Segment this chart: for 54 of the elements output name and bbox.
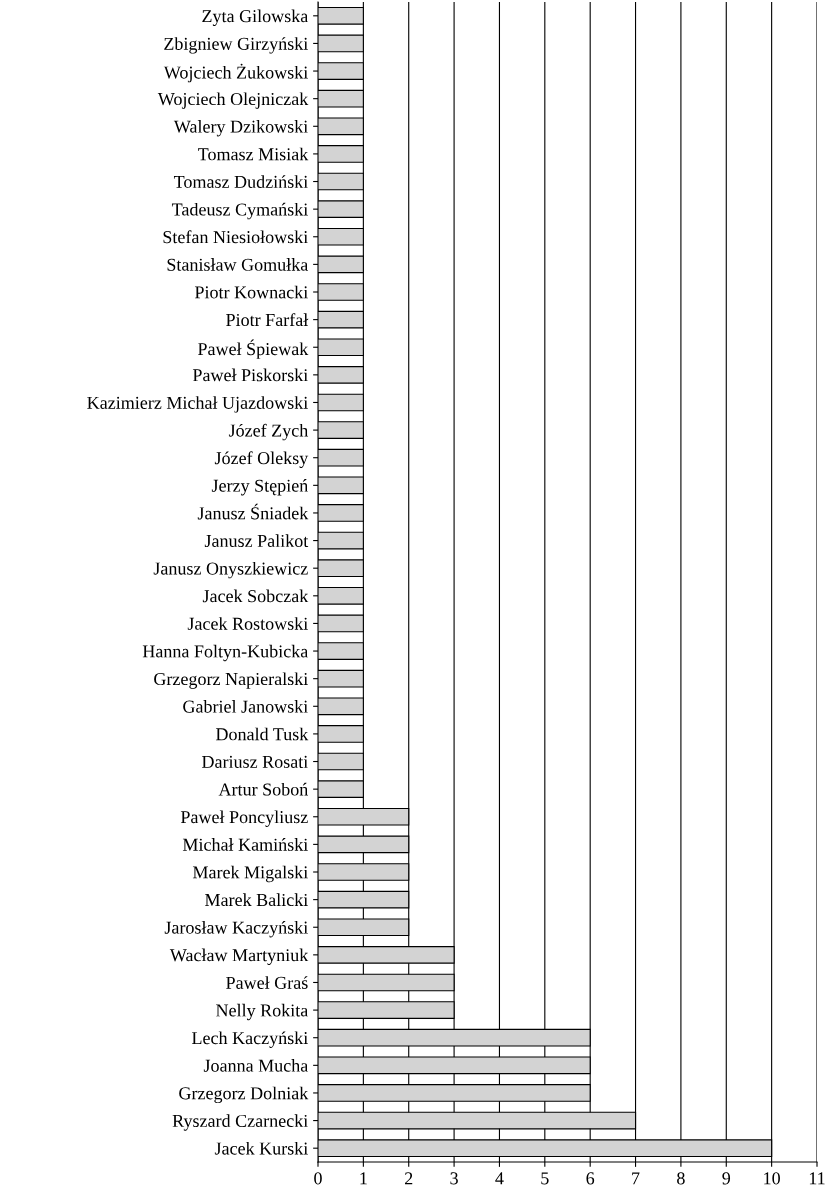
y-tick-label: Janusz Palikot	[204, 534, 309, 548]
y-tick-label: Joanna Mucha	[203, 1059, 309, 1072]
x-tick-label: 2	[405, 1172, 413, 1185]
y-tick-label: Jacek Sobczak	[202, 589, 309, 603]
y-tick-label: Tadeusz Cymański	[171, 202, 308, 220]
y-tick-label: Jerzy Stępień	[211, 479, 308, 496]
y-tick-label: Marek Balicki	[205, 893, 308, 907]
y-tick-label: Tomasz Dudziński	[173, 175, 308, 188]
y-tick-label: Donald Tusk	[215, 727, 309, 741]
y-tick-label: Józef Oleksy	[214, 451, 309, 468]
y-tick-label: Stefan Niesiołowski	[163, 230, 308, 244]
y-tick-label: Michał Kamiński	[182, 838, 308, 851]
y-tick-label: Dariusz Rosati	[201, 755, 308, 768]
y-tick-label: Paweł Graś	[226, 976, 308, 989]
y-tick-label: Paweł Poncyliusz	[180, 810, 308, 827]
y-tick-label: Zyta Gilowska	[202, 9, 309, 26]
y-tick-label: Wojciech Żukowski	[163, 63, 308, 83]
y-tick-label: Józef Zych	[228, 423, 309, 441]
x-tick-label: 10	[764, 1172, 780, 1185]
y-tick-label: Grzegorz Dolniak	[179, 1086, 309, 1104]
y-tick-label: Janusz Onyszkiewicz	[153, 561, 308, 579]
y-tick-label: Jacek Kurski	[214, 1141, 308, 1155]
y-tick-label: Piotr Farfał	[226, 313, 309, 327]
y-tick-label: Artur Soboń	[218, 782, 309, 796]
y-tick-label: Kazimierz Michał Ujazdowski	[87, 396, 308, 413]
y-tick-label: Hanna Foltyn-Kubicka	[142, 644, 309, 662]
x-tick-label: 11	[809, 1172, 825, 1185]
y-tick-label: Piotr Kownacki	[194, 285, 308, 299]
y-tick-label: Paweł Piskorski	[192, 368, 308, 382]
y-tick-label: Jarosław Kaczyński	[164, 920, 308, 938]
x-tick-label: 8	[677, 1172, 685, 1185]
y-tick-label: Grzegorz Napieralski	[154, 672, 308, 689]
y-tick-label: Lech Kaczyński	[191, 1031, 308, 1048]
y-tick-label: Nelly Rokita	[216, 1003, 309, 1021]
y-tick-label: Paweł Śpiewak	[197, 339, 309, 359]
y-tick-label: Jacek Rostowski	[187, 617, 308, 630]
y-tick-label: Marek Migalski	[192, 865, 308, 883]
y-tick-label: Janusz Śniadek	[197, 503, 309, 520]
y-tick-label: Wojciech Olejniczak	[157, 92, 309, 109]
x-tick-label: 9	[722, 1172, 731, 1185]
x-tick-label: 1	[360, 1172, 367, 1185]
x-tick-label: 5	[541, 1172, 549, 1185]
y-tick-label: Stanisław Gomułka	[167, 258, 309, 271]
y-tick-label: Wacław Martyniuk	[169, 948, 309, 966]
x-tick-label: 4	[495, 1172, 504, 1185]
y-tick-label: Walery Dzikowski	[173, 120, 308, 137]
x-tick-label: 7	[632, 1172, 640, 1185]
y-tick-label: Gabriel Janowski	[183, 700, 308, 713]
y-tick-label: Ryszard Czarnecki	[172, 1114, 308, 1131]
y-tick-label: Tomasz Misiak	[198, 147, 309, 161]
x-tick-label: 6	[586, 1172, 595, 1185]
y-tick-label: Zbigniew Girzyński	[164, 37, 308, 54]
x-tick-label: 0	[314, 1172, 322, 1185]
x-tick-label: 3	[450, 1172, 458, 1185]
